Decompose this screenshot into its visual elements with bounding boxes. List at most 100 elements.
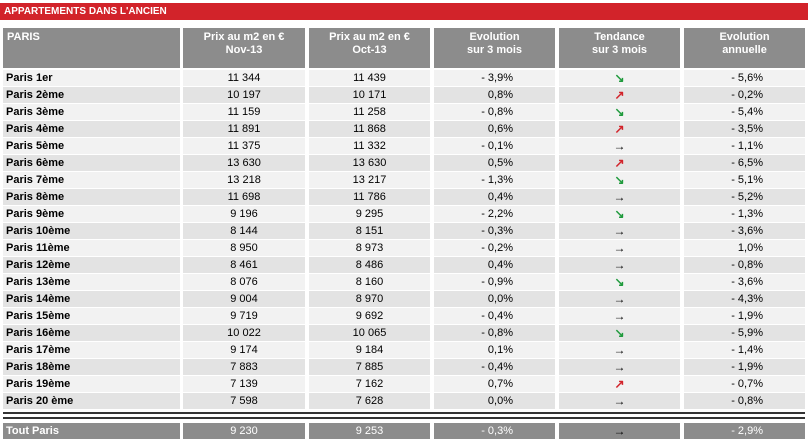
- trend-arrow: →: [613, 309, 626, 323]
- cell-value: 10 171: [309, 87, 430, 103]
- trend-arrow: ↗: [614, 122, 625, 136]
- trend-arrow: →: [613, 241, 626, 255]
- header-cell: Prix au m2 en € Oct-13: [309, 28, 430, 68]
- cell-value: 8 970: [309, 291, 430, 307]
- cell-value: 0,4%: [434, 189, 555, 205]
- cell-value: 9 004: [183, 291, 305, 307]
- header-cell: Prix au m2 en € Nov-13: [183, 28, 305, 68]
- row-label: Tout Paris: [3, 423, 180, 439]
- trend-arrow: ↘: [614, 173, 625, 187]
- cell-value: ↘: [559, 325, 680, 341]
- cell-value: 9 295: [309, 206, 430, 222]
- row-label: Paris 9ème: [3, 206, 180, 222]
- cell-value: 0,0%: [434, 393, 555, 409]
- cell-value: 0,1%: [434, 342, 555, 358]
- cell-value: 1,0%: [684, 240, 805, 256]
- cell-value: 0,0%: [434, 291, 555, 307]
- trend-arrow: →: [613, 343, 626, 357]
- cell-value: →: [559, 342, 680, 358]
- cell-value: 13 218: [183, 172, 305, 188]
- cell-value: ↗: [559, 87, 680, 103]
- cell-value: 8 950: [183, 240, 305, 256]
- row-label: Paris 15ème: [3, 308, 180, 324]
- trend-arrow: ↗: [614, 377, 625, 391]
- cell-value: - 5,1%: [684, 172, 805, 188]
- cell-value: 0,6%: [434, 121, 555, 137]
- cell-value: 7 598: [183, 393, 305, 409]
- row-label: Paris 20 ème: [3, 393, 180, 409]
- cell-value: 8 160: [309, 274, 430, 290]
- row-label: Paris 8ème: [3, 189, 180, 205]
- header-text: Prix au m2 en €: [329, 31, 410, 43]
- header-text: sur 3 mois: [466, 44, 523, 56]
- trend-arrow: ↗: [614, 156, 625, 170]
- cell-value: 8 973: [309, 240, 430, 256]
- cell-value: 8 144: [183, 223, 305, 239]
- header-text: Prix au m2 en €: [203, 31, 285, 43]
- header-text: Evolution: [469, 31, 520, 43]
- cell-value: - 0,8%: [434, 325, 555, 341]
- cell-value: 11 332: [309, 138, 430, 154]
- cell-value: 0,7%: [434, 376, 555, 392]
- cell-value: 13 630: [183, 155, 305, 171]
- trend-arrow: →: [613, 224, 626, 238]
- row-label: Paris 14ème: [3, 291, 180, 307]
- cell-value: - 1,3%: [434, 172, 555, 188]
- cell-value: →: [559, 359, 680, 375]
- cell-value: 11 891: [183, 121, 305, 137]
- cell-value: - 0,8%: [434, 104, 555, 120]
- trend-arrow: →: [613, 190, 626, 204]
- row-label: Paris 5ème: [3, 138, 180, 154]
- cell-value: - 1,9%: [684, 359, 805, 375]
- cell-value: ↗: [559, 155, 680, 171]
- cell-value: 0,5%: [434, 155, 555, 171]
- header-text: Evolution: [719, 31, 770, 43]
- trend-arrow: ↘: [614, 71, 625, 85]
- cell-value: - 1,4%: [684, 342, 805, 358]
- cell-value: - 0,4%: [434, 359, 555, 375]
- trend-arrow: →: [613, 360, 626, 374]
- row-label: Paris 1er: [3, 70, 180, 86]
- trend-arrow: ↘: [614, 326, 625, 340]
- cell-value: ↘: [559, 274, 680, 290]
- cell-value: 9 174: [183, 342, 305, 358]
- cell-value: - 0,1%: [434, 138, 555, 154]
- cell-value: ↘: [559, 104, 680, 120]
- trend-arrow: →: [613, 394, 626, 408]
- cell-value: - 5,9%: [684, 325, 805, 341]
- row-label: Paris 10ème: [3, 223, 180, 239]
- row-label: Paris 6ème: [3, 155, 180, 171]
- cell-value: →: [559, 138, 680, 154]
- cell-value: 9 692: [309, 308, 430, 324]
- table-title: APPARTEMENTS DANS L'ANCIEN: [0, 3, 808, 20]
- row-label: Paris 12ème: [3, 257, 180, 273]
- cell-value: - 5,2%: [684, 189, 805, 205]
- cell-value: 11 786: [309, 189, 430, 205]
- cell-value: - 0,3%: [434, 423, 555, 439]
- cell-value: →: [559, 240, 680, 256]
- cell-value: - 6,5%: [684, 155, 805, 171]
- cell-value: - 3,9%: [434, 70, 555, 86]
- cell-value: 0,8%: [434, 87, 555, 103]
- trend-arrow: ↘: [614, 105, 625, 119]
- row-label: Paris 7ème: [3, 172, 180, 188]
- cell-value: - 4,3%: [684, 291, 805, 307]
- cell-value: 9 230: [183, 423, 305, 439]
- cell-value: 9 719: [183, 308, 305, 324]
- trend-arrow: →: [613, 258, 626, 272]
- trend-arrow: →: [613, 139, 626, 153]
- cell-value: 8 151: [309, 223, 430, 239]
- cell-value: - 1,1%: [684, 138, 805, 154]
- cell-value: - 3,6%: [684, 223, 805, 239]
- cell-value: 10 022: [183, 325, 305, 341]
- cell-value: 7 628: [309, 393, 430, 409]
- cell-value: 9 184: [309, 342, 430, 358]
- header-cell: Evolution annuelle: [684, 28, 805, 68]
- cell-value: →: [559, 308, 680, 324]
- row-label: Paris 13ème: [3, 274, 180, 290]
- cell-value: - 0,7%: [684, 376, 805, 392]
- cell-value: - 5,6%: [684, 70, 805, 86]
- header-text: Tendance: [594, 31, 645, 43]
- cell-value: - 2,9%: [684, 423, 805, 439]
